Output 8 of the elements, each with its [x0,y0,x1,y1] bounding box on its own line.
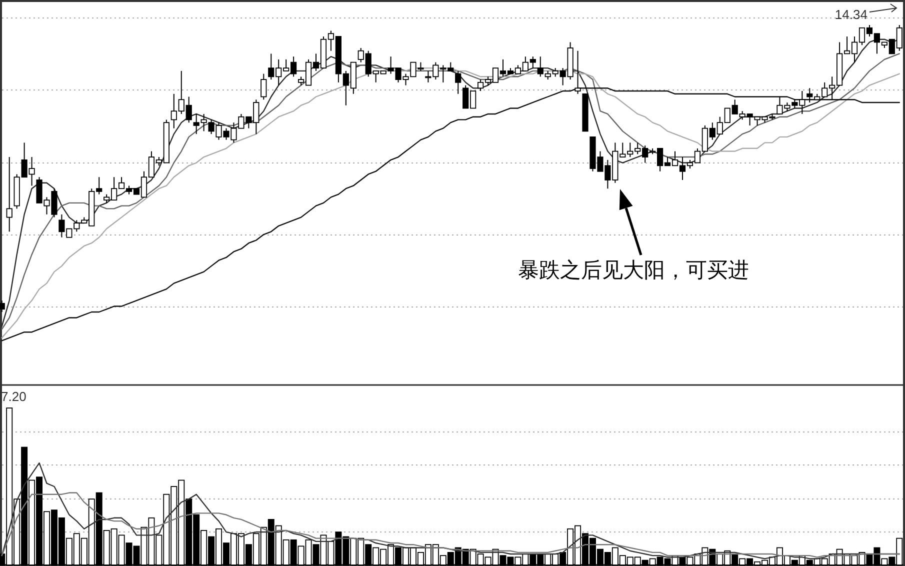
candlestick [574,50,581,94]
text: 7.20 [1,389,26,404]
candlestick [455,70,462,94]
text: 14.34 [834,7,868,22]
candlestick [0,300,5,312]
candlestick [6,156,12,232]
annotation: 暴跌之后见大阳，可买进 [518,259,749,282]
candlestick [260,73,267,100]
